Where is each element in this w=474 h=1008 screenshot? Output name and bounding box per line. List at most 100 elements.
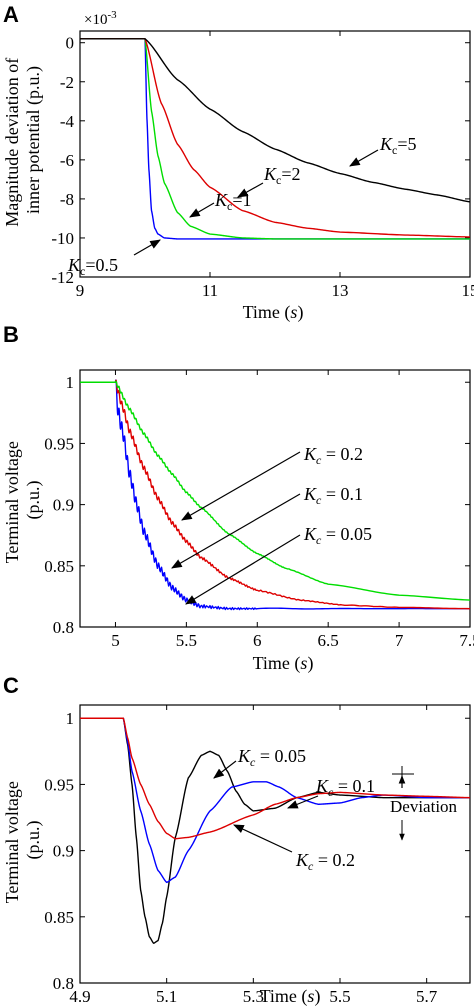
label-kc05: Kc=0.5 [67,255,118,278]
series-line-kc-0-2 [80,717,470,840]
ylabel-line-2: (p.u.) [23,481,44,520]
series-line-kc-5 [80,38,470,203]
ylabel-line-1: Terminal voltage [2,781,22,903]
y-tick-label: 0.85 [44,557,74,576]
y-tick-label: 0 [66,34,75,53]
x-tick-label: 4.9 [69,987,90,1006]
y-tick-label: 0.9 [53,496,74,515]
arrow-kc2 [237,182,264,198]
multiplier-base: ×10 [84,12,107,28]
y-tick-label: 1 [66,373,75,392]
series-line-kc-0-5 [80,38,470,240]
x-tick-label: 5.3 [243,987,264,1006]
x-tick-label: 7.5 [459,631,474,650]
panel-c-axes: 4.9 5.1 5.3 5.5 5.7 0.8 0.85 0.9 0.95 1 [44,704,471,1006]
x-tick-label: 9 [76,281,85,300]
panel-a-multiplier: ×10-3 [84,9,117,28]
y-tick-label: 0.95 [44,775,74,794]
arrow-kc02 [181,451,301,521]
label-kc005: Kc = 0.05 [303,524,372,547]
x-tick-label: 5.7 [416,987,438,1006]
plot-frame [79,704,471,984]
panel-a-xlabel: Time (s) [243,302,304,323]
series-group [80,379,470,611]
arrow-c-kc005 [213,760,237,779]
arrow-kc005 [185,534,301,605]
panel-a: A ×10-3 Magnitude deviation of inner pot… [2,2,474,323]
series-line-kc-0-2 [80,380,470,601]
series-group [80,717,470,944]
series-line-kc-0-1 [80,379,470,610]
plot-frame [79,369,471,628]
ylabel-line-1: Magnitude deviation of [2,58,22,227]
label-c-kc005: Kc = 0.05 [237,746,306,769]
x-tick-label: 7 [395,631,404,650]
series-group [80,38,470,240]
y-tick-label: -8 [60,190,74,209]
xlabel-text: Time [260,986,297,1006]
series-line-kc-0-1 [80,717,470,884]
arrow-c-kc02 [233,824,293,853]
y-tick-label: -10 [51,229,74,248]
ylabel-line-2: (p.u.) [23,821,44,860]
arrow-kc5 [349,149,379,167]
label-kc1: Kc=1 [214,190,252,213]
y-tick-label: 0.8 [53,618,74,637]
panel-a-annotations: Kc=5 Kc=2 Kc=1 Kc=0.5 [67,134,417,278]
y-tick-label: 0.95 [44,434,74,453]
y-tick-label: 0.8 [53,974,74,993]
panel-c-letter: C [3,673,19,698]
series-line-kc-0-05 [80,379,470,611]
panel-b-axes: 5 5.5 6 6.5 7 7.5 0.8 0.85 0.9 0.95 1 [44,369,474,650]
series-line-kc-1 [80,38,470,240]
panel-c-annotations: Deviation Kc = 0.05 Kc = 0.1 Kc = 0.2 [213,746,458,873]
x-tick-label: 5.1 [156,987,177,1006]
x-tick-label: 11 [202,281,218,300]
panel-b-ylabel: Terminal voltage (p.u.) [2,437,44,564]
arrow-kc05 [133,239,161,256]
label-c-kc02: Kc = 0.2 [295,850,355,873]
label-kc5: Kc=5 [379,134,417,157]
arrow-kc01 [171,493,301,569]
arrow-kc1 [189,202,215,218]
panel-b-annotations: Kc = 0.2 Kc = 0.1 Kc = 0.05 [171,444,372,605]
y-tick-label: 0.9 [53,842,74,861]
panel-c: C Terminal voltage (p.u.) Time (s) 4.9 5.… [2,673,471,1007]
panel-a-ylabel: Magnitude deviation of inner potential (… [2,53,44,226]
xlabel-text: Time [243,302,280,322]
label-kc02: Kc = 0.2 [303,444,363,467]
panel-b-letter: B [3,322,19,347]
x-tick-label: 13 [332,281,349,300]
panel-c-xlabel: Time (s) [260,986,321,1007]
x-tick-label: 5 [111,631,120,650]
x-tick-label: 6.5 [318,631,339,650]
panel-b: B Terminal voltage (p.u.) Time (s) 5 5.5 6… [2,322,474,674]
x-tick-label: 6 [253,631,262,650]
deviation-label: Deviation [390,797,458,816]
y-tick-label: 0.85 [44,908,74,927]
panel-a-axes: 9 11 13 15 0 -2 -4 -6 -8 -10 -12 [51,30,474,300]
x-tick-label: 15 [462,281,474,300]
multiplier-exponent: -3 [107,9,117,21]
label-kc2: Kc=2 [263,164,301,187]
y-tick-label: -2 [60,73,74,92]
y-tick-label: -4 [60,112,75,131]
ylabel-line-1: Terminal voltage [2,441,22,563]
series-line-kc-2 [80,38,470,238]
panel-c-ylabel: Terminal voltage (p.u.) [2,777,44,904]
x-tick-label: 5.5 [176,631,197,650]
label-c-kc01: Kc = 0.1 [315,776,375,799]
ylabel-line-2: inner potential (p.u.) [23,66,44,214]
y-tick-label: 1 [66,709,75,728]
xlabel-unit: s [290,302,297,322]
y-tick-label: -12 [51,268,74,287]
arrow-c-kc01 [286,795,319,809]
label-kc01: Kc = 0.1 [303,484,363,507]
y-tick-label: -6 [60,151,74,170]
x-tick-label: 5.5 [329,987,350,1006]
plot-frame [79,30,471,278]
xlabel-unit: s [307,986,314,1006]
panel-b-xlabel: Time (s) [253,653,314,674]
panel-a-letter: A [3,2,19,27]
